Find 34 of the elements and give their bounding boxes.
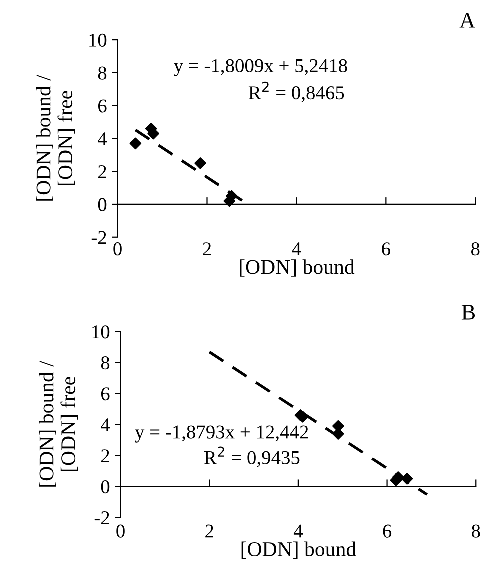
x-axis-title: [ODN] bound — [242, 542, 356, 560]
annotation: y = -1,8793x + 12,442 — [135, 426, 308, 443]
y-tick-label: 4 — [101, 418, 110, 432]
annotation: R$^{2}$ = 0,9435 — [204, 446, 300, 468]
y-tick-label: 0 — [101, 480, 110, 494]
y-tick-label: 4 — [98, 132, 108, 146]
y-tick-label: 6 — [101, 388, 110, 401]
x-tick-label: 4 — [292, 242, 302, 256]
y-tick-label: 10 — [90, 34, 107, 47]
x-tick-label: 0 — [116, 524, 125, 538]
x-tick-label: 2 — [206, 524, 214, 538]
x-tick-label: 2 — [203, 242, 212, 256]
x-tick-label: 0 — [114, 242, 122, 256]
y-tick-label: -2 — [92, 231, 106, 244]
chart-title: A — [460, 13, 476, 28]
y-tick-label: 2 — [101, 450, 110, 462]
y-tick-label: 2 — [98, 165, 106, 178]
annotation: R$^{2}$ = 0,8465 — [248, 82, 344, 102]
y-tick-label: -2 — [94, 512, 110, 524]
x-tick-label: 8 — [472, 242, 480, 256]
y-tick-label: 6 — [98, 100, 107, 113]
y-tick-label: 0 — [98, 198, 107, 212]
x-tick-label: 6 — [383, 524, 392, 538]
chart-title: B — [462, 305, 476, 320]
x-tick-label: 4 — [294, 524, 304, 538]
y-tick-label: 8 — [98, 66, 107, 80]
y-tick-label: 10 — [92, 326, 110, 339]
x-tick-label: 6 — [382, 242, 390, 256]
annotation: y = -1,8009x + 5,2418 — [174, 59, 348, 76]
y-axis-title: [ODN] bound / [ODN] free — [36, 75, 76, 201]
x-axis-title: [ODN] bound — [240, 260, 355, 277]
y-axis-title: [ODN] bound / [ODN] free — [39, 361, 78, 487]
x-tick-label: 8 — [472, 524, 480, 538]
y-tick-label: 8 — [101, 356, 110, 370]
